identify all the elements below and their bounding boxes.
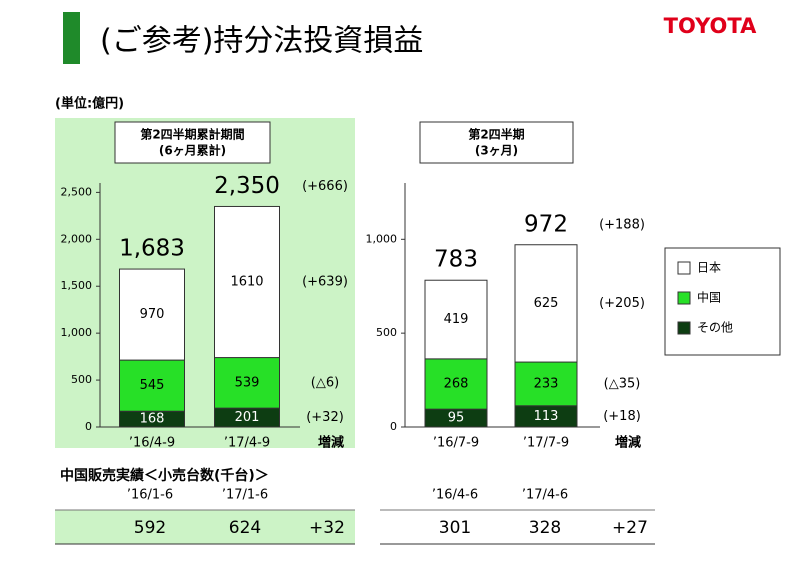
chart-title: 第2四半期累計期間 [140, 127, 244, 142]
change-header: 増減 [318, 435, 344, 451]
y-tick-label: 2,000 [61, 232, 93, 245]
x-tick-label: ’16/7-9 [433, 436, 479, 451]
sales-title: 中国販売実績＜小売台数(千台)＞ [60, 467, 269, 484]
slide-title: (ご参考)持分法投資損益 [100, 24, 423, 59]
y-tick-label: 0 [390, 420, 397, 433]
y-tick-label: 1,500 [61, 279, 93, 292]
change-label: (+639) [302, 275, 348, 290]
legend-label: その他 [697, 321, 733, 335]
segment-label: 1610 [230, 275, 263, 290]
bar-segment [514, 244, 578, 363]
segment-label: 970 [140, 307, 165, 322]
sales-change: +32 [309, 518, 345, 538]
chart-title-box [419, 121, 574, 164]
segment-label: 168 [140, 412, 165, 427]
total-label: 2,350 [214, 173, 280, 199]
x-tick-label: ’16/4-9 [129, 436, 175, 451]
y-tick-label: 500 [376, 326, 397, 339]
x-tick-label: ’17/4-9 [224, 436, 270, 451]
bar-segment [214, 357, 280, 409]
change-label: (△35) [604, 376, 641, 391]
segment-label: 545 [140, 378, 165, 393]
y-tick-label: 1,000 [366, 232, 398, 245]
period-label: ’16/1-6 [127, 488, 173, 503]
sales-row [55, 510, 355, 544]
chart-subtitle: (3ヶ月) [475, 144, 518, 158]
x-tick-label: ’17/7-9 [523, 436, 569, 451]
segment-label: 95 [448, 411, 465, 426]
segment-label: 419 [444, 312, 469, 327]
chart-subtitle: (6ヶ月累計) [159, 143, 226, 158]
sales-value: 328 [529, 518, 561, 538]
y-tick-label: 0 [85, 420, 92, 433]
total-label: 1,683 [119, 236, 185, 262]
legend-swatch [677, 291, 691, 305]
title-accent [63, 12, 80, 64]
sales-row [380, 510, 655, 544]
bar-segment [214, 205, 280, 359]
period-label: ’17/4-6 [522, 488, 568, 503]
segment-label: 268 [444, 377, 469, 392]
chart-title-box [114, 121, 271, 164]
y-tick-label: 2,500 [61, 185, 93, 198]
change-label: (△6) [311, 375, 339, 390]
legend-swatch [677, 261, 691, 275]
total-change-label: (+666) [302, 179, 348, 194]
total-change-label: (+188) [599, 217, 645, 232]
period-label: ’16/4-6 [432, 488, 478, 503]
bar-segment [119, 359, 185, 412]
logo: TOYOTA [664, 14, 757, 38]
unit-label: (単位:億円) [55, 96, 124, 112]
change-header: 増減 [615, 435, 641, 451]
period-label: ’17/1-6 [222, 488, 268, 503]
sales-value: 624 [229, 518, 261, 538]
bar-segment [424, 279, 488, 360]
bar-segment [424, 358, 488, 410]
segment-label: 113 [534, 409, 559, 424]
legend-swatch [677, 321, 691, 335]
change-label: (+18) [603, 409, 641, 424]
total-label: 783 [434, 247, 478, 273]
total-label: 972 [524, 211, 568, 237]
sales-change: +27 [612, 518, 648, 538]
change-label: (+32) [306, 410, 344, 425]
y-tick-label: 500 [71, 373, 92, 386]
change-label: (+205) [599, 296, 645, 311]
bar-segment [514, 361, 578, 407]
y-tick-label: 1,000 [61, 326, 93, 339]
legend-label: 日本 [697, 261, 721, 275]
segment-label: 625 [534, 296, 559, 311]
bar-segment [119, 268, 185, 361]
chart-title: 第2四半期 [468, 127, 524, 142]
sales-value: 301 [439, 518, 471, 538]
panel-background [55, 118, 355, 448]
legend-label: 中国 [697, 290, 721, 305]
segment-label: 201 [235, 410, 260, 425]
sales-value: 592 [134, 518, 166, 538]
segment-label: 233 [534, 376, 559, 391]
segment-label: 539 [235, 375, 260, 390]
